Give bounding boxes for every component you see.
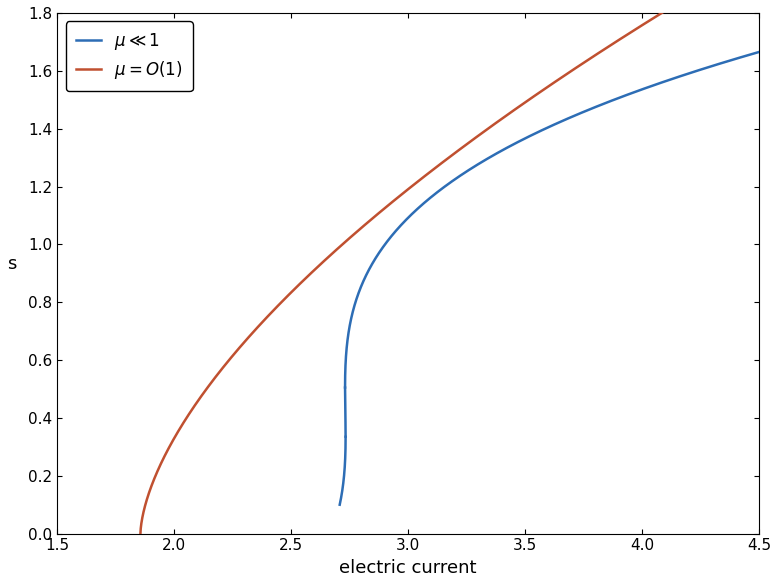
Legend: $\mu \ll 1$, $\mu = O(1)$: $\mu \ll 1$, $\mu = O(1)$	[66, 21, 192, 91]
Y-axis label: s: s	[7, 255, 16, 273]
X-axis label: electric current: electric current	[339, 559, 477, 577]
